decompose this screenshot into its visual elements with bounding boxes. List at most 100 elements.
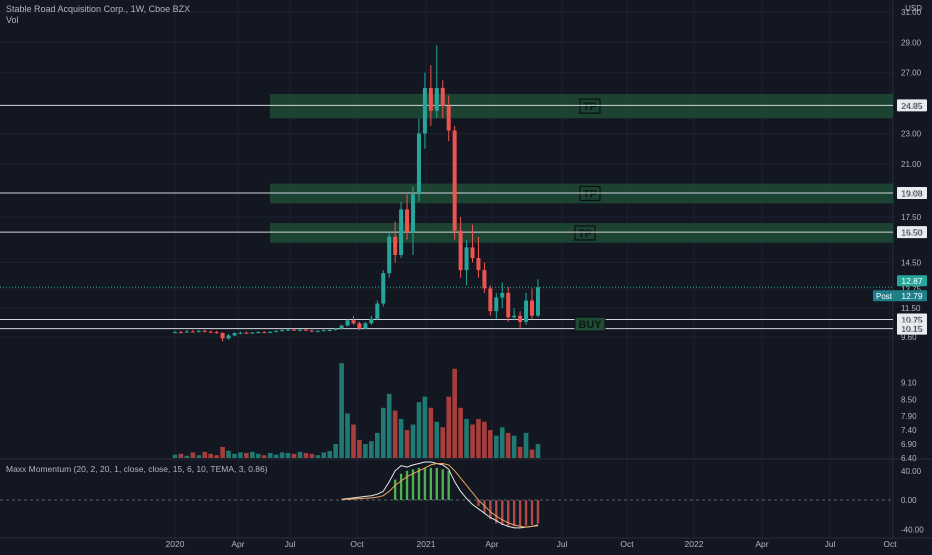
tp-zone-label-2: TP	[578, 228, 592, 240]
volume-bar-44	[434, 421, 440, 458]
candle-body-22	[303, 329, 308, 331]
volume-bar-12	[244, 452, 249, 458]
candle-body-20	[292, 329, 296, 331]
candle-body-56	[506, 292, 511, 318]
volume-bar-21	[297, 451, 303, 458]
candle-body-31	[357, 323, 362, 329]
candle-body-4	[196, 330, 201, 332]
candle-body-39	[405, 209, 410, 233]
volume-bar-25	[321, 452, 327, 458]
volume-bar-24	[315, 455, 321, 458]
price-tick-13: 29.00	[901, 38, 922, 47]
tp-zone-2	[270, 223, 893, 243]
price-tick-5: 14.50	[901, 259, 922, 268]
volume-bar-52	[482, 421, 487, 458]
last-price-tag	[897, 275, 927, 287]
candle-body-34	[375, 303, 380, 319]
time-tick-7: Oct	[620, 539, 634, 549]
volume-bar-27	[333, 444, 338, 458]
volume-bar-37	[392, 410, 398, 458]
level-lines	[0, 104, 893, 330]
volume-label: Vol	[6, 15, 19, 25]
volume-bar-19	[285, 452, 291, 458]
volume-bar-31	[357, 439, 362, 458]
osc-series-1	[341, 463, 539, 528]
currency-label: USD	[905, 4, 922, 13]
volume-bar-5	[202, 451, 208, 458]
candle-body-42	[422, 87, 427, 134]
volume-bar-28	[339, 363, 344, 458]
volume-bar-10	[232, 453, 237, 458]
volume-bar-8	[220, 446, 225, 458]
candle-body-29	[345, 320, 350, 326]
candle-body-26	[327, 329, 332, 331]
price-tick-8: 19.08	[901, 189, 922, 198]
volume-bar-32	[363, 444, 368, 458]
level-tag-1	[897, 187, 927, 200]
volume-bar-51	[476, 418, 481, 458]
osc-tick-1: 0.00	[901, 496, 917, 505]
candle-body-37	[393, 236, 398, 255]
candle-body-9	[226, 335, 231, 339]
volume-bar-6	[208, 453, 213, 458]
volume-bar-2	[184, 455, 190, 458]
tp-zone-label-0: TP	[583, 101, 597, 113]
volume-bar-26	[327, 451, 332, 458]
time-tick-6: Jul	[557, 539, 568, 549]
candlesticks[interactable]	[173, 45, 540, 342]
candle-body-5	[202, 330, 207, 332]
post-price-tag	[873, 290, 927, 302]
time-tick-0: 2020	[166, 539, 185, 549]
last-price-text: 12.87	[901, 276, 923, 286]
candle-body-46	[446, 106, 451, 131]
candle-body-21	[297, 329, 302, 331]
candle-body-41	[416, 133, 421, 195]
volume-bar-46	[446, 396, 451, 458]
level-tag-text-4: 10.15	[901, 324, 923, 334]
candle-body-14	[256, 332, 261, 334]
level-tag-2	[897, 226, 927, 239]
volume-bar-49	[464, 418, 469, 458]
volume-bar-4	[196, 455, 202, 458]
time-tick-11: Oct	[883, 539, 897, 549]
volume-bar-43	[428, 407, 434, 458]
candle-body-27	[333, 328, 338, 330]
candle-body-59	[524, 300, 529, 322]
volume-bar-11	[238, 452, 243, 458]
candle-body-13	[250, 332, 255, 334]
volume-bar-16	[267, 452, 273, 458]
time-tick-10: Jul	[825, 539, 836, 549]
volume-bar-1	[178, 453, 184, 458]
candle-body-19	[286, 329, 291, 331]
volume-bar-34	[375, 432, 380, 458]
candle-body-8	[220, 333, 225, 339]
price-tick-9: 21.00	[901, 160, 922, 169]
level-tag-text-1: 19.08	[901, 189, 923, 199]
volume-tick-5: 9.10	[901, 379, 917, 388]
candle-body-24	[315, 330, 320, 332]
momentum-oscillator	[0, 461, 893, 529]
price-tick-0: 9.60	[901, 333, 917, 342]
candle-body-47	[452, 130, 457, 231]
candle-body-16	[268, 331, 273, 333]
candle-body-54	[494, 297, 499, 312]
candle-body-6	[208, 331, 213, 333]
candle-body-1	[178, 332, 183, 334]
price-tick-1: 10.15	[901, 325, 922, 334]
time-axis[interactable]: 2020 Apr Jul Oct 2021 Apr Jul Oct 2022 Apr Jul Oct	[166, 539, 898, 549]
volume-tick-3: 7.90	[901, 412, 917, 421]
volume-bar-13	[250, 451, 255, 458]
volume-bar-58	[517, 446, 523, 458]
osc-tick-2: -40.00	[901, 525, 924, 534]
volume-bar-0	[172, 454, 178, 458]
price-tick-4: 12.75	[901, 285, 922, 294]
price-tick-7: 17.50	[901, 213, 922, 222]
level-tag-text-2: 16.50	[901, 228, 923, 238]
candle-body-61	[535, 287, 540, 316]
volume-bar-60	[529, 449, 535, 458]
volume-bar-56	[505, 432, 511, 458]
